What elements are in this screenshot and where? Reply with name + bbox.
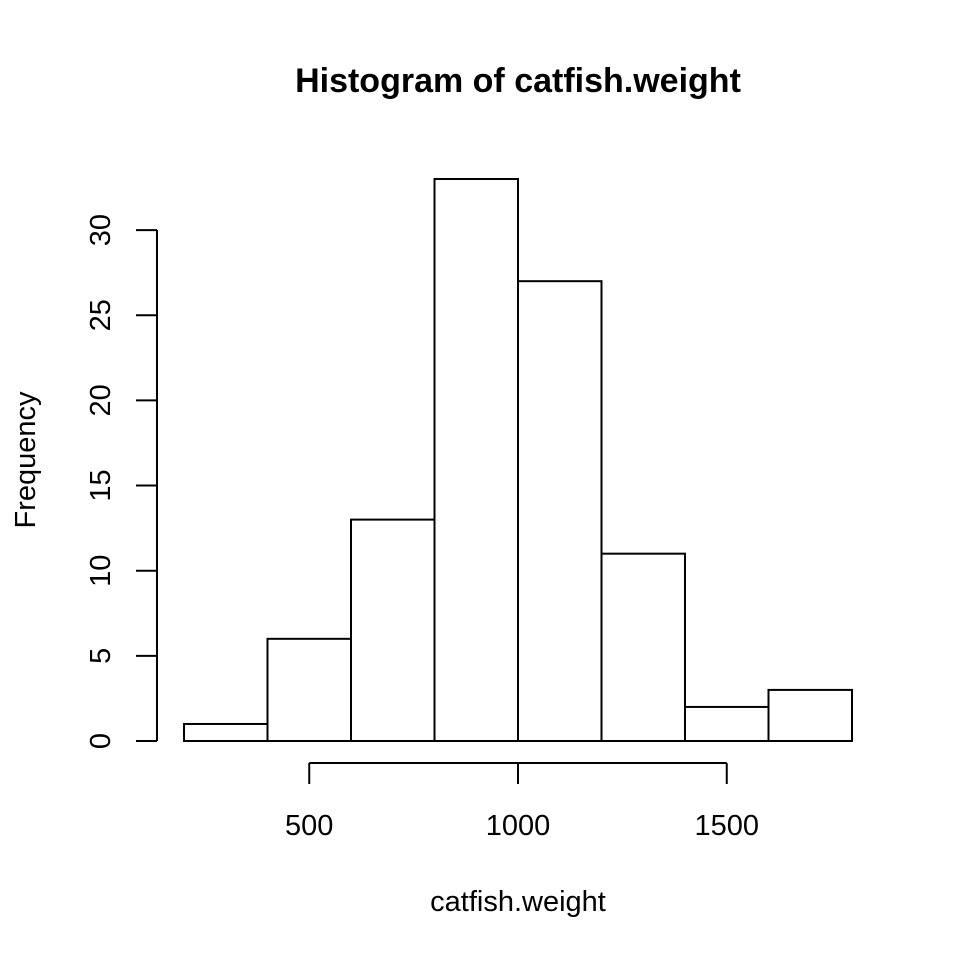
histogram-bar-5 <box>600 552 686 743</box>
y-tick-label-5: 25 <box>85 299 117 331</box>
histogram-bar-1 <box>266 637 352 742</box>
chart-title: Histogram of catfish.weight <box>295 62 741 100</box>
x-tick-label-2: 1500 <box>694 810 759 842</box>
x-axis: 500 1000 1500 <box>285 762 759 842</box>
histogram-bar-0 <box>183 722 269 743</box>
y-tick-label-4: 20 <box>85 384 117 416</box>
x-tick-label-0: 500 <box>285 810 333 842</box>
y-tick-label-3: 15 <box>85 469 117 501</box>
x-axis-label: catfish.weight <box>430 886 606 918</box>
y-tick-label-1: 5 <box>85 648 117 664</box>
y-tick-label-2: 10 <box>85 555 117 587</box>
histogram-bar-3 <box>433 178 519 742</box>
y-tick-label-0: 0 <box>85 733 117 749</box>
histogram-bar-4 <box>517 280 603 742</box>
y-axis-label: Frequency <box>10 391 42 529</box>
y-tick-label-6: 30 <box>85 214 117 246</box>
histogram-bar-2 <box>350 518 436 743</box>
bars-group <box>183 178 853 743</box>
histogram-bar-6 <box>684 705 770 742</box>
y-axis: 0 5 10 15 20 25 30 <box>85 214 158 749</box>
histogram-bar-7 <box>767 688 853 743</box>
x-tick-label-1: 1000 <box>486 810 551 842</box>
